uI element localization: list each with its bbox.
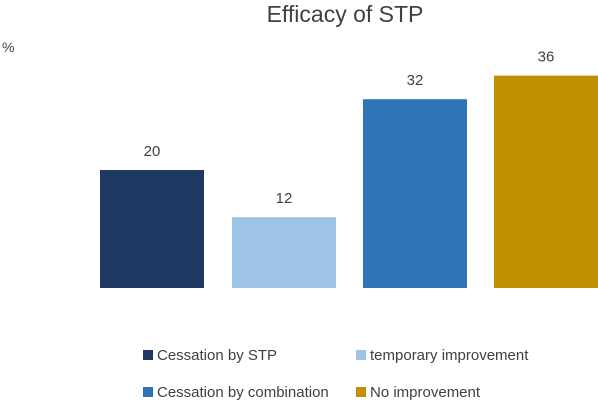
data-label-2: 32 [407,72,424,89]
bar-3 [494,75,598,288]
legend-swatch-0 [143,350,153,360]
data-label-1: 12 [276,190,293,207]
data-label-0: 20 [144,143,161,160]
data-labels-group: 20 12 32 36 [144,49,555,208]
legend-label-1: temporary improvement [370,347,529,364]
legend-swatch-1 [356,350,366,360]
legend-label-0: Cessation by STP [157,347,277,364]
chart-title: Efficacy of STP [267,1,424,27]
legend-label-2: Cessation by combination [157,384,329,401]
bar-1 [232,217,336,288]
legend-swatch-2 [143,387,153,397]
data-label-3: 36 [538,49,555,66]
bar-2 [363,99,467,288]
legend-swatch-3 [356,387,366,397]
bar-0 [100,170,204,288]
legend-label-3: No improvement [370,384,481,401]
bars-group [100,75,598,288]
legend: Cessation by STP temporary improvement Ces… [143,347,529,401]
y-axis-unit-label: % [2,39,14,55]
